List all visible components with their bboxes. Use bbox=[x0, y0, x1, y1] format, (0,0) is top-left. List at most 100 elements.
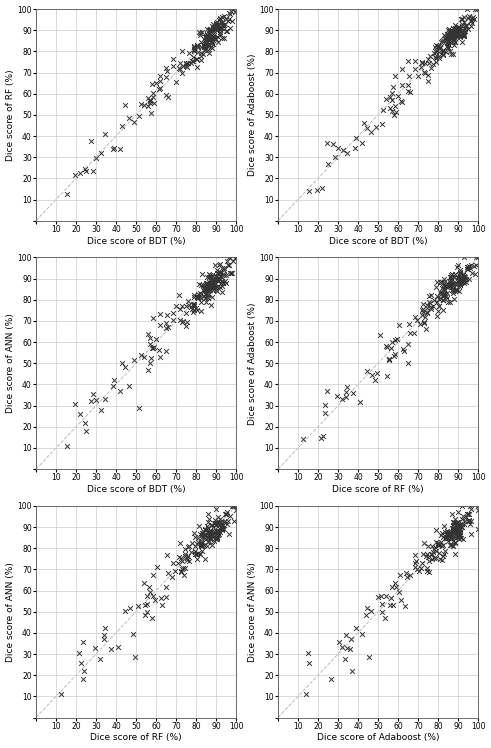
Point bbox=[87, 135, 95, 147]
Point bbox=[456, 22, 464, 34]
Point bbox=[455, 529, 463, 541]
Point bbox=[407, 568, 414, 580]
Point bbox=[445, 530, 453, 542]
Point bbox=[447, 28, 455, 40]
Point bbox=[440, 289, 448, 301]
Point bbox=[451, 36, 459, 48]
Point bbox=[200, 290, 208, 302]
Point bbox=[216, 28, 224, 40]
Point bbox=[459, 269, 467, 281]
Point bbox=[79, 673, 87, 685]
Point bbox=[189, 306, 197, 318]
Point bbox=[459, 18, 466, 30]
Point bbox=[96, 653, 104, 665]
Point bbox=[136, 98, 144, 110]
Point bbox=[453, 517, 461, 529]
Point bbox=[72, 399, 80, 411]
Point bbox=[225, 510, 233, 522]
Point bbox=[327, 673, 335, 685]
Point bbox=[454, 516, 462, 528]
Point bbox=[404, 55, 411, 67]
Point bbox=[204, 522, 212, 534]
Point bbox=[177, 565, 185, 577]
Point bbox=[444, 42, 452, 54]
Point bbox=[446, 279, 454, 291]
Point bbox=[456, 27, 464, 39]
Point bbox=[202, 288, 210, 300]
Point bbox=[443, 281, 451, 293]
Point bbox=[462, 20, 469, 32]
Point bbox=[162, 345, 169, 357]
Point bbox=[431, 41, 439, 53]
Point bbox=[372, 374, 380, 386]
Point bbox=[187, 546, 194, 558]
Point bbox=[201, 553, 209, 565]
Point bbox=[460, 251, 468, 263]
Point bbox=[427, 548, 435, 560]
Point bbox=[217, 22, 225, 34]
Point bbox=[208, 272, 216, 283]
Point bbox=[404, 358, 411, 370]
Point bbox=[338, 393, 346, 405]
Point bbox=[196, 291, 204, 303]
Point bbox=[432, 536, 440, 548]
Point bbox=[176, 63, 184, 75]
Point bbox=[200, 41, 208, 53]
Point bbox=[184, 295, 192, 307]
Point bbox=[198, 530, 206, 542]
Point bbox=[436, 42, 444, 54]
Point bbox=[214, 272, 222, 284]
Point bbox=[198, 540, 206, 552]
Point bbox=[125, 111, 133, 123]
Point bbox=[214, 280, 222, 292]
Point bbox=[404, 338, 412, 350]
Point bbox=[109, 143, 117, 155]
Point bbox=[451, 278, 459, 290]
Point bbox=[203, 37, 211, 49]
Point bbox=[200, 283, 208, 295]
Point bbox=[377, 589, 385, 601]
Point bbox=[197, 54, 205, 66]
Point bbox=[164, 91, 171, 103]
Point bbox=[209, 277, 217, 289]
Point bbox=[446, 45, 454, 57]
Point bbox=[434, 539, 441, 551]
Point bbox=[454, 21, 462, 33]
Point bbox=[387, 592, 395, 604]
Point bbox=[372, 121, 380, 133]
Point bbox=[448, 283, 456, 295]
Point bbox=[208, 519, 216, 531]
Point bbox=[467, 528, 475, 540]
Point bbox=[205, 271, 213, 283]
Point bbox=[185, 541, 192, 553]
Point bbox=[201, 524, 209, 536]
Point bbox=[419, 548, 427, 560]
Point bbox=[399, 343, 407, 355]
Point bbox=[417, 562, 425, 574]
Point bbox=[214, 22, 221, 34]
Point bbox=[169, 314, 177, 326]
Point bbox=[438, 527, 446, 539]
Point bbox=[207, 519, 215, 531]
Point bbox=[439, 34, 447, 46]
Point bbox=[459, 521, 466, 533]
Point bbox=[219, 19, 227, 31]
Point bbox=[342, 386, 350, 398]
Point bbox=[323, 385, 330, 397]
Point bbox=[218, 263, 226, 275]
Point bbox=[206, 527, 214, 539]
Point bbox=[451, 548, 459, 560]
Point bbox=[466, 518, 474, 530]
Point bbox=[451, 269, 459, 280]
Point bbox=[75, 647, 83, 659]
Point bbox=[456, 271, 464, 283]
Point bbox=[206, 530, 214, 542]
Point bbox=[321, 399, 329, 411]
Point bbox=[188, 304, 196, 316]
Point bbox=[404, 79, 412, 91]
Point bbox=[131, 651, 138, 663]
Point bbox=[228, 500, 236, 512]
Point bbox=[224, 515, 232, 527]
Point bbox=[207, 528, 215, 540]
Point bbox=[204, 531, 212, 543]
